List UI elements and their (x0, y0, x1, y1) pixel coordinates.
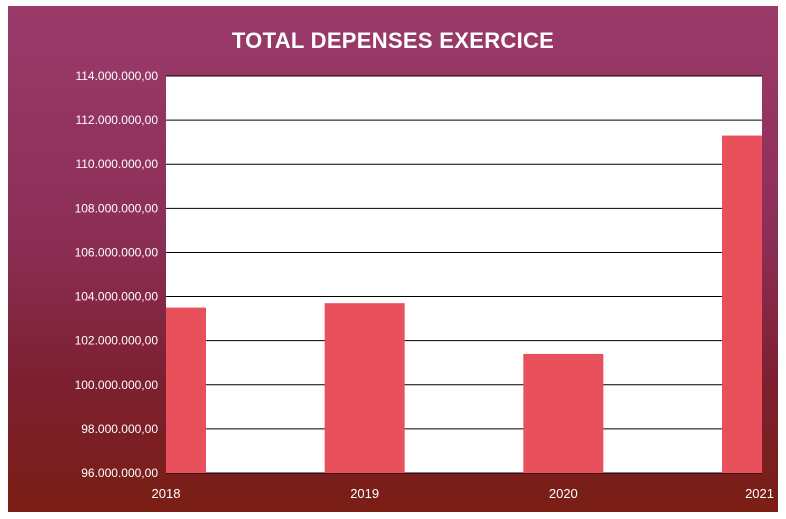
y-tick-label: 100.000.000,00 (75, 378, 159, 392)
plot-area (166, 76, 762, 473)
y-tick-label: 104.000.000,00 (75, 290, 159, 304)
bars (166, 135, 762, 474)
gridlines (166, 75, 762, 474)
x-tick-label: 2019 (350, 486, 379, 501)
y-tick-label: 102.000.000,00 (75, 334, 159, 348)
bar-2019 (324, 303, 405, 473)
y-axis-ticks: 96.000.000,00 98.000.000,00 100.000.000,00… (75, 69, 159, 480)
y-tick-label: 106.000.000,00 (75, 245, 159, 259)
y-tick-label: 108.000.000,00 (75, 201, 159, 215)
bar-chart: 96.000.000,00 98.000.000,00 100.000.000,00… (75, 69, 774, 501)
chart-frame: TOTAL DEPENSES EXERCICE 96.000.000,00 98.… (8, 6, 778, 512)
x-tick-label: 2021 (745, 486, 774, 501)
x-tick-label: 2020 (549, 486, 578, 501)
y-tick-label: 98.000.000,00 (81, 422, 158, 436)
x-axis-ticks: 2018 2019 2020 2021 (152, 486, 774, 501)
bar-2020 (523, 353, 604, 473)
y-tick-label: 112.000.000,00 (75, 113, 158, 127)
bar-2018 (166, 307, 206, 473)
y-tick-label: 96.000.000,00 (81, 466, 158, 480)
bar-2021 (722, 135, 762, 474)
chart-title: TOTAL DEPENSES EXERCICE (231, 28, 555, 53)
y-tick-label: 114.000.000,00 (75, 69, 158, 83)
y-tick-label: 110.000.000,00 (75, 157, 158, 171)
x-tick-label: 2018 (152, 486, 181, 501)
